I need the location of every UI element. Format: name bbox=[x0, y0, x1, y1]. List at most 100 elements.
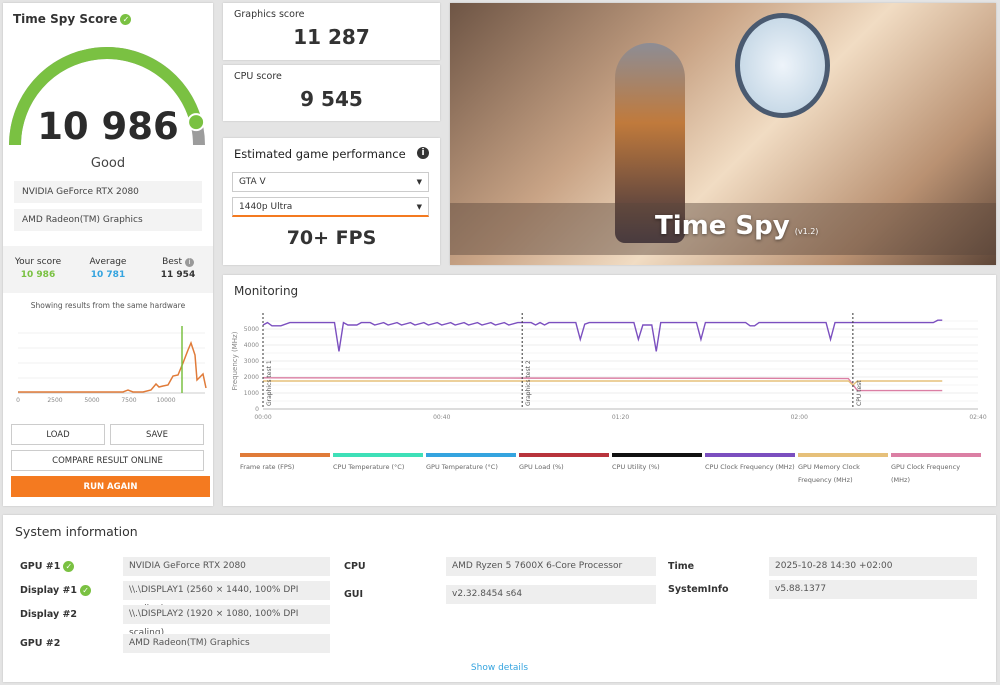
legend-label: GPU Clock Frequency (MHz) bbox=[891, 463, 961, 484]
hero-banner bbox=[450, 203, 996, 255]
benchmark-hero-image: Time Spy (v1.2) bbox=[450, 3, 996, 265]
legend-item[interactable]: GPU Load (%) bbox=[519, 453, 609, 474]
score-value: 10 986 bbox=[37, 105, 179, 148]
monitoring-title: Monitoring bbox=[234, 284, 299, 298]
cpu-score-label: CPU score bbox=[234, 71, 282, 82]
check-icon: ✓ bbox=[120, 14, 132, 25]
score-title: Time Spy Score ✓ bbox=[13, 12, 132, 26]
sysinfo-label-text: SystemInfo bbox=[668, 584, 729, 595]
graphics-score-label: Graphics score bbox=[234, 9, 305, 20]
sysinfo-value: 2025-10-28 14:30 +02:00 bbox=[769, 557, 977, 576]
test-marker-label: CPU test bbox=[856, 380, 863, 406]
legend-label: CPU Clock Frequency (MHz) bbox=[705, 463, 795, 471]
sysinfo-label: GPU #1 ✓ bbox=[20, 561, 75, 572]
sysinfo-label-text: Display #2 bbox=[20, 609, 78, 620]
compare-online-button[interactable]: COMPARE RESULT ONLINE bbox=[11, 450, 204, 471]
distribution-line bbox=[18, 340, 207, 393]
sysinfo-label: CPU bbox=[344, 561, 366, 572]
legend-swatch bbox=[240, 453, 330, 457]
game-select[interactable]: GTA V ▼ bbox=[232, 172, 429, 192]
x-tick-label: 02:40 bbox=[969, 414, 986, 421]
legend-swatch bbox=[333, 453, 423, 457]
y-tick-label: 3000 bbox=[244, 358, 259, 365]
sysinfo-label: SystemInfo bbox=[668, 584, 729, 595]
hero-title: Time Spy (v1.2) bbox=[655, 211, 818, 241]
check-icon: ✓ bbox=[63, 561, 75, 572]
run-again-button[interactable]: RUN AGAIN bbox=[11, 476, 210, 497]
legend-label: CPU Temperature (°C) bbox=[333, 463, 405, 471]
dist-tick: 10000 bbox=[156, 397, 175, 403]
chevron-down-icon: ▼ bbox=[416, 178, 422, 186]
info-icon[interactable]: i bbox=[184, 258, 194, 267]
load-button[interactable]: LOAD bbox=[11, 424, 105, 445]
sysinfo-label-text: Time bbox=[668, 561, 695, 572]
distribution-caption: Showing results from the same hardware bbox=[30, 301, 186, 310]
sysinfo-value: v2.32.8454 s64 bbox=[446, 585, 656, 604]
sysinfo-value: AMD Radeon(TM) Graphics bbox=[123, 634, 330, 653]
x-tick-label: 02:00 bbox=[791, 414, 808, 421]
fps-value: 70+ FPS bbox=[286, 227, 377, 249]
legend-item[interactable]: CPU Temperature (°C) bbox=[333, 453, 423, 474]
save-button[interactable]: SAVE bbox=[110, 424, 204, 445]
sysinfo-label-text: GPU #2 bbox=[20, 638, 61, 649]
x-tick-label: 01:20 bbox=[612, 414, 629, 421]
y-tick-label: 4000 bbox=[244, 342, 259, 349]
legend-item[interactable]: GPU Temperature (°C) bbox=[426, 453, 516, 474]
benchmark-version: (v1.2) bbox=[794, 227, 819, 236]
hardware-gpu-2: AMD Radeon(TM) Graphics bbox=[14, 209, 202, 231]
best-value: 11 954 bbox=[160, 270, 196, 280]
test-marker-label: Graphics test 1 bbox=[266, 360, 273, 406]
preset-select-value: 1440p Ultra bbox=[239, 202, 293, 212]
best-label: Best i bbox=[143, 257, 213, 267]
series-line bbox=[263, 380, 943, 386]
average-value: 10 781 bbox=[90, 270, 126, 280]
sysinfo-value: \\.\DISPLAY1 (2560 × 1440, 100% DPI scal… bbox=[123, 581, 330, 614]
legend-label: GPU Load (%) bbox=[519, 463, 564, 471]
your-score-value: 10 986 bbox=[20, 270, 56, 280]
graphics-score-value: 11 287 bbox=[293, 25, 370, 49]
legend-item[interactable]: Frame rate (FPS) bbox=[240, 453, 330, 474]
legend-swatch bbox=[705, 453, 795, 457]
dist-tick: 7500 bbox=[121, 397, 136, 403]
score-compare-strip: Your score 10 986 Average 10 781 Best i 11 … bbox=[3, 246, 213, 293]
check-icon: ✓ bbox=[80, 585, 92, 596]
dist-tick: 2500 bbox=[47, 397, 62, 403]
preset-select[interactable]: 1440p Ultra ▼ bbox=[232, 197, 429, 217]
hero-mirror bbox=[735, 13, 830, 118]
y-axis-label: Frequency (MHz) bbox=[231, 331, 239, 390]
graphics-score-card: Graphics score 11 287 bbox=[223, 3, 440, 60]
x-tick-label: 00:00 bbox=[254, 414, 271, 421]
sysinfo-value: \\.\DISPLAY2 (1920 × 1080, 100% DPI scal… bbox=[123, 605, 330, 638]
sysinfo-label: Time bbox=[668, 561, 694, 572]
monitoring-chart: 0 1000 2000 3000 4000 5000 00:00 00:40 01:20 02:0… bbox=[231, 313, 987, 421]
legend-swatch bbox=[612, 453, 702, 457]
series-line bbox=[262, 377, 943, 392]
sysinfo-label-text: Display #1 bbox=[20, 585, 78, 596]
legend-swatch bbox=[798, 453, 888, 457]
game-performance-title: Estimated game performance bbox=[234, 147, 406, 161]
show-details-link[interactable]: Show details bbox=[470, 663, 529, 673]
sysinfo-label-text: GUI bbox=[344, 589, 364, 600]
system-info-card: System information GPU #1 ✓ NVIDIA GeForce… bbox=[3, 515, 996, 682]
legend-label: Frame rate (FPS) bbox=[240, 463, 295, 471]
info-icon[interactable]: i bbox=[417, 147, 429, 159]
gauge-marker bbox=[187, 113, 206, 132]
legend-item[interactable]: CPU Clock Frequency (MHz) bbox=[705, 453, 795, 474]
sysinfo-label: Display #1 ✓ bbox=[20, 585, 92, 596]
y-tick-label: 2000 bbox=[244, 374, 259, 381]
score-title-text: Time Spy Score bbox=[13, 12, 118, 26]
chevron-down-icon: ▼ bbox=[416, 203, 422, 211]
legend-swatch bbox=[426, 453, 516, 457]
monitoring-legend: Frame rate (FPS) CPU Temperature (°C) GPU … bbox=[240, 453, 990, 493]
legend-item[interactable]: GPU Memory Clock Frequency (MHz) bbox=[798, 453, 888, 487]
dist-tick: 5000 bbox=[84, 397, 99, 403]
game-select-value: GTA V bbox=[239, 177, 266, 187]
legend-swatch bbox=[519, 453, 609, 457]
legend-item[interactable]: GPU Clock Frequency (MHz) bbox=[891, 453, 981, 487]
sysinfo-label: GUI bbox=[344, 589, 363, 600]
hero-figure bbox=[615, 43, 685, 243]
legend-item[interactable]: CPU Utility (%) bbox=[612, 453, 702, 474]
sysinfo-value: v5.88.1377 bbox=[769, 580, 977, 599]
dist-tick: 0 bbox=[16, 397, 20, 403]
legend-label: CPU Utility (%) bbox=[612, 463, 660, 471]
